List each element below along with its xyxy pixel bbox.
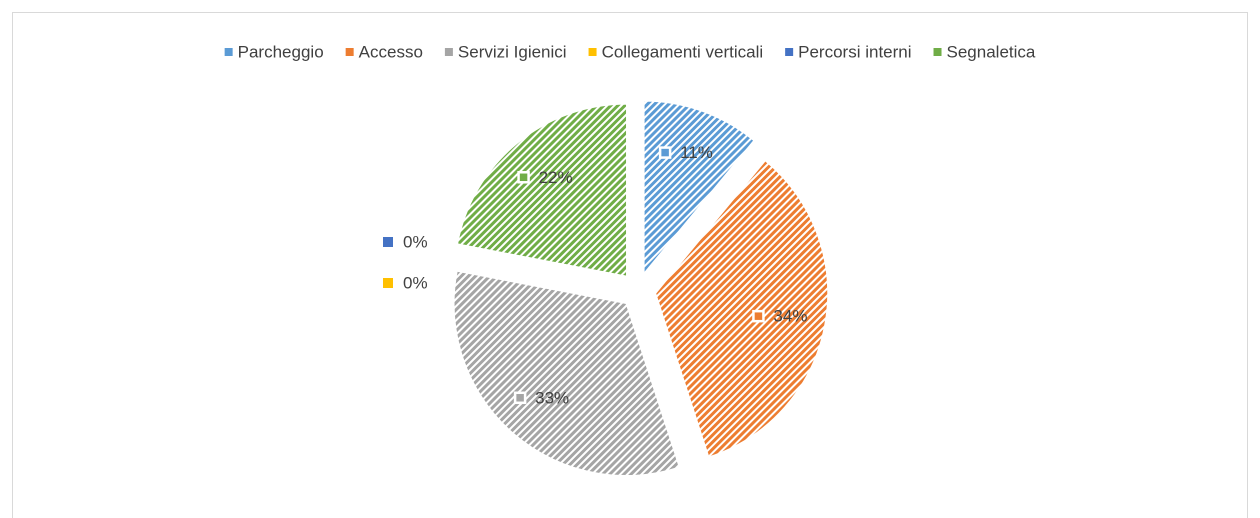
legend-marker bbox=[588, 48, 597, 56]
legend-label: Accesso bbox=[359, 42, 423, 61]
legend-marker bbox=[224, 48, 233, 56]
legend-label: Percorsi interni bbox=[798, 42, 911, 61]
legend-marker bbox=[785, 48, 794, 56]
pie-slice bbox=[453, 270, 680, 477]
data-label-marker bbox=[383, 278, 393, 288]
data-label: 0% bbox=[403, 273, 428, 292]
data-label-marker bbox=[752, 309, 765, 323]
legend-marker bbox=[933, 48, 942, 56]
data-label-marker bbox=[517, 171, 530, 184]
pie-slice bbox=[456, 103, 628, 277]
legend-label: Segnaletica bbox=[947, 42, 1036, 61]
data-label: 34% bbox=[773, 307, 807, 326]
legend-marker bbox=[444, 48, 453, 56]
chart-border bbox=[12, 12, 1248, 518]
data-label: 22% bbox=[539, 168, 573, 187]
data-label-marker bbox=[658, 146, 672, 159]
legend-label: Servizi Igienici bbox=[458, 42, 567, 61]
pie-slice bbox=[643, 100, 755, 275]
data-label: 33% bbox=[535, 388, 569, 407]
pie-slice bbox=[655, 160, 829, 458]
legend: Parcheggio Accesso Servizi Igienici Collega… bbox=[224, 42, 1036, 61]
data-label-marker bbox=[513, 391, 527, 405]
legend-label: Collegamenti verticali bbox=[602, 42, 764, 61]
legend-label: Parcheggio bbox=[238, 42, 324, 61]
data-label: 0% bbox=[403, 232, 428, 251]
data-label-marker bbox=[383, 237, 393, 247]
legend-marker bbox=[345, 48, 354, 56]
data-label: 11% bbox=[680, 143, 713, 162]
